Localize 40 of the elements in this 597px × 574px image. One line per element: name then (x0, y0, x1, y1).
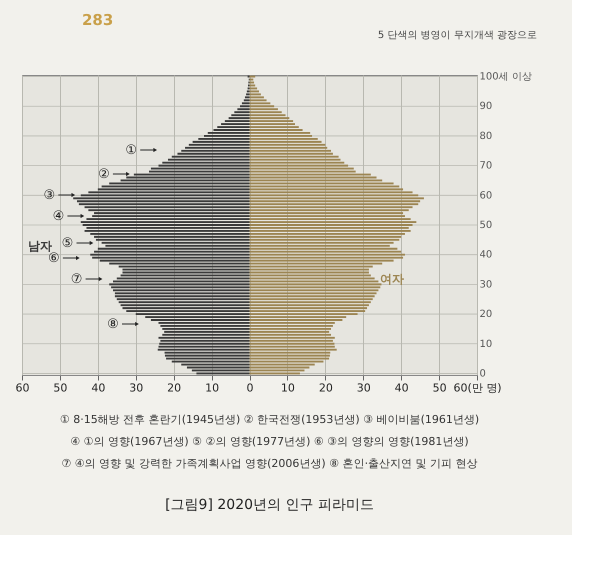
x-tick-label: 40 (394, 382, 409, 394)
text: ① 8·15해방 전후 혼란기(1945년생) ② 한국전쟁(1953년생) ③ 베이비붐(1961년생) (60, 413, 480, 426)
x-tick-label: 50 (53, 382, 68, 394)
y-tick-label: 10 (480, 338, 492, 350)
y-tick-label: 30 (480, 279, 492, 290)
y-tick-label: 100세 이상 (480, 72, 532, 83)
text: 남자 (28, 239, 52, 253)
x-tick-label: 40 (91, 382, 106, 394)
x-tick-label: 0 (246, 382, 254, 394)
text: 5 단색의 병영이 무지개색 광장으로 (378, 30, 537, 41)
x-tick-label: 30 (356, 382, 371, 394)
y-tick-label: 60 (480, 190, 492, 202)
text: ⑦ ④의 영향 및 강력한 가족계획사업 영향(2006년생) ⑧ 혼인·출산지연 및 기피 현상 (61, 457, 478, 470)
annotation: ③ (43, 188, 56, 203)
y-tick-label: 40 (480, 250, 492, 261)
x-tick-label: 10 (280, 382, 295, 394)
annotation: ④ (52, 209, 64, 224)
x-tick-label: 30 (129, 382, 144, 394)
x-tick-label: 20 (318, 382, 333, 394)
x-tick-label: 20 (167, 382, 182, 394)
annotation: ⑤ (62, 236, 74, 251)
y-tick-label: 20 (480, 309, 492, 320)
annotation: ⑥ (48, 251, 60, 266)
text: [그림9] 2020년의 인구 피라미드 (165, 497, 374, 513)
annotation: ① (125, 143, 138, 158)
text: ④ ①의 영향(1967년생) ⑤ ②의 영향(1977년생) ⑥ ③의 영향의 영향(1981년생) (70, 435, 469, 448)
y-tick-label: 80 (480, 130, 492, 142)
text: 283 (82, 11, 114, 29)
x-tick-label: 50 (432, 382, 447, 394)
annotation: ⑧ (107, 317, 119, 332)
series-label: 여자 (380, 272, 404, 286)
y-tick-label: 90 (480, 101, 492, 112)
x-tick-label: 10 (205, 382, 220, 394)
x-tick-label: 60 (16, 382, 30, 394)
annotation: ⑦ (70, 272, 82, 287)
x-tick-label: 60(만 명) (453, 382, 502, 394)
y-tick-label: 50 (480, 220, 492, 231)
y-tick-label: 0 (480, 368, 486, 380)
y-tick-label: 70 (480, 160, 492, 172)
annotation: ② (98, 167, 110, 182)
